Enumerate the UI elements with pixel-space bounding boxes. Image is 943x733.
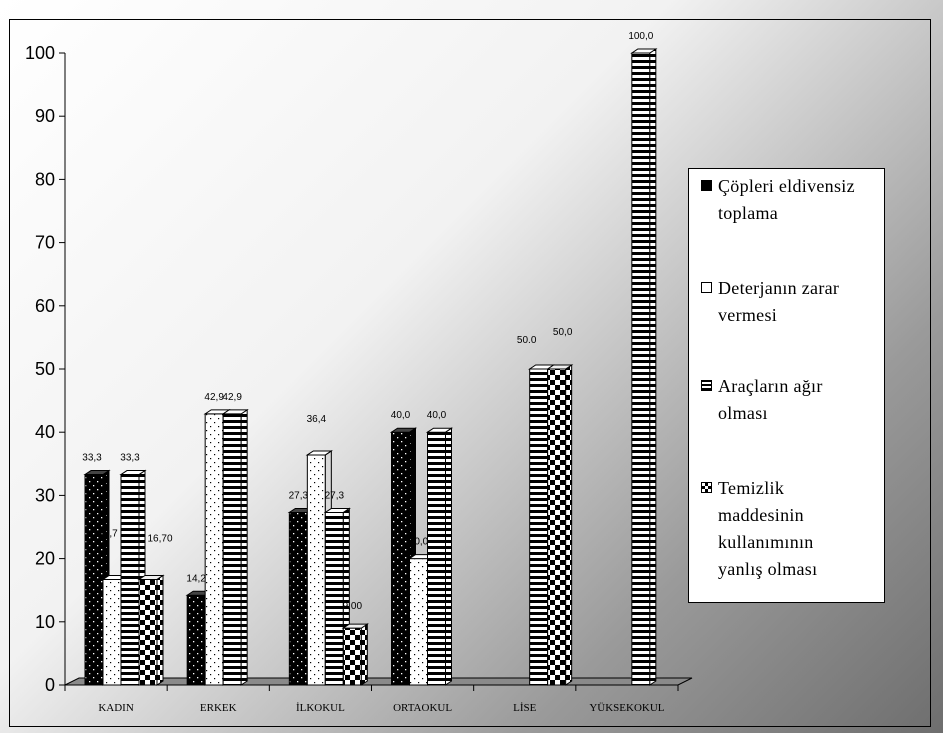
legend-label: olması [718,403,768,423]
y-tick-label: 20 [35,549,55,569]
data-label: 42,9 [204,392,224,403]
bar-front [631,52,651,686]
bar-side [360,623,368,686]
bar [137,574,165,686]
bar-top [137,574,165,580]
data-label: 50,0 [553,327,573,338]
bar [630,48,658,686]
bar-top [119,470,147,476]
legend-label: kullanımının [718,532,814,552]
data-label: 40,0 [427,410,447,421]
bar-top [546,364,574,370]
data-label: 50.0 [517,335,537,346]
bar [341,623,369,686]
data-label: 36,4 [307,414,327,425]
bar-side [649,48,657,686]
x-category-label: İLKOKUL [296,702,345,714]
legend-swatch [701,380,712,391]
bar [546,364,574,686]
bar-top [83,470,111,476]
bar-top [389,427,418,433]
legend-label: yanlış olması [718,559,818,579]
bar-front [427,431,446,686]
bar-front [529,368,549,686]
data-label: 33,3 [120,453,140,464]
chart-legend: Çöpleri eldivensiz toplama Deterjanın zara… [688,168,885,603]
data-label: 16,70 [147,533,172,544]
x-category-label: ORTAOKUL [393,702,452,714]
bar-front [186,594,206,686]
legend-item: Deterjanın zarar vermesi [701,275,881,329]
y-tick-label: 70 [35,233,55,253]
legend-item: Araçların ağır olması [701,373,881,427]
bar [221,408,249,686]
legend-label: Deterjanın zarar [718,278,840,298]
legend-swatch [701,282,712,293]
bar-top [630,48,658,54]
bar-front [288,511,308,686]
y-tick-label: 50 [35,359,55,379]
legend-item: Temizlik maddesinin kullanımının yanlış olm… [701,475,881,583]
data-label: 20,0 [409,537,429,548]
bar-top [221,409,249,415]
bar-top [305,450,333,456]
y-tick-label: 0 [45,675,55,695]
bar-side [445,427,452,686]
data-label: 9,00 [343,601,363,612]
y-tick-label: 40 [35,422,55,442]
bar-side [156,574,164,686]
legend-label: maddesinin [718,505,804,525]
bar-front [222,413,242,686]
data-label: 14,2 [186,573,206,584]
legend-swatch [701,180,712,191]
bar-front [324,511,344,686]
bar-front [391,431,410,686]
y-tick-label: 10 [35,612,55,632]
bar-top [341,623,369,629]
legend-item: Çöpleri eldivensiz toplama [701,173,881,227]
bar-front [84,474,104,686]
data-label: 40,0 [391,410,411,421]
data-label: 27,3 [289,490,309,501]
y-tick-label: 60 [35,296,55,316]
y-tick-label: 80 [35,169,55,189]
legend-label: toplama [718,203,779,223]
y-tick-label: 30 [35,485,55,505]
bar-front [547,368,567,686]
x-category-label: KADIN [98,702,133,714]
bar-top [425,427,454,433]
legend-label: vermesi [718,305,778,325]
data-label: 27,3 [325,490,345,501]
data-label: 16,7 [98,528,118,539]
legend-label: Araçların ağır [718,376,823,396]
y-tick-label: 90 [35,106,55,126]
bar-front [138,578,158,686]
bar [425,427,454,686]
x-category-label: YÜKSEKOKUL [589,702,664,714]
y-tick-label: 100 [25,43,55,63]
bar-front [342,627,362,686]
bar-front [409,558,428,686]
bar-side [240,408,248,686]
chart-frame [9,19,931,727]
data-label: 42,9 [222,392,242,403]
data-label: 33,3 [82,453,102,464]
chart-bars [83,48,658,686]
bar-front [204,413,224,686]
chart-data-labels: 33,3 14,2 27,3 40,0 16,7 42,9 36,4 20,0 33,3 42,9… [82,31,654,612]
legend-swatch [701,482,712,493]
bar-side [565,364,573,686]
chart-axes: 0 10 20 30 40 50 60 70 80 90 100 KADIN ERKEK İLKOKUL O… [25,43,679,714]
bar-front [102,578,122,686]
bar-front [306,454,326,686]
legend-label: Çöpleri eldivensiz [718,176,855,196]
bar-top [323,507,351,513]
bar-front [120,474,140,686]
data-label: 100,0 [628,31,653,42]
x-category-label: LİSE [513,702,537,714]
legend-label: Temizlik [718,478,785,498]
x-category-label: ERKEK [200,702,237,714]
